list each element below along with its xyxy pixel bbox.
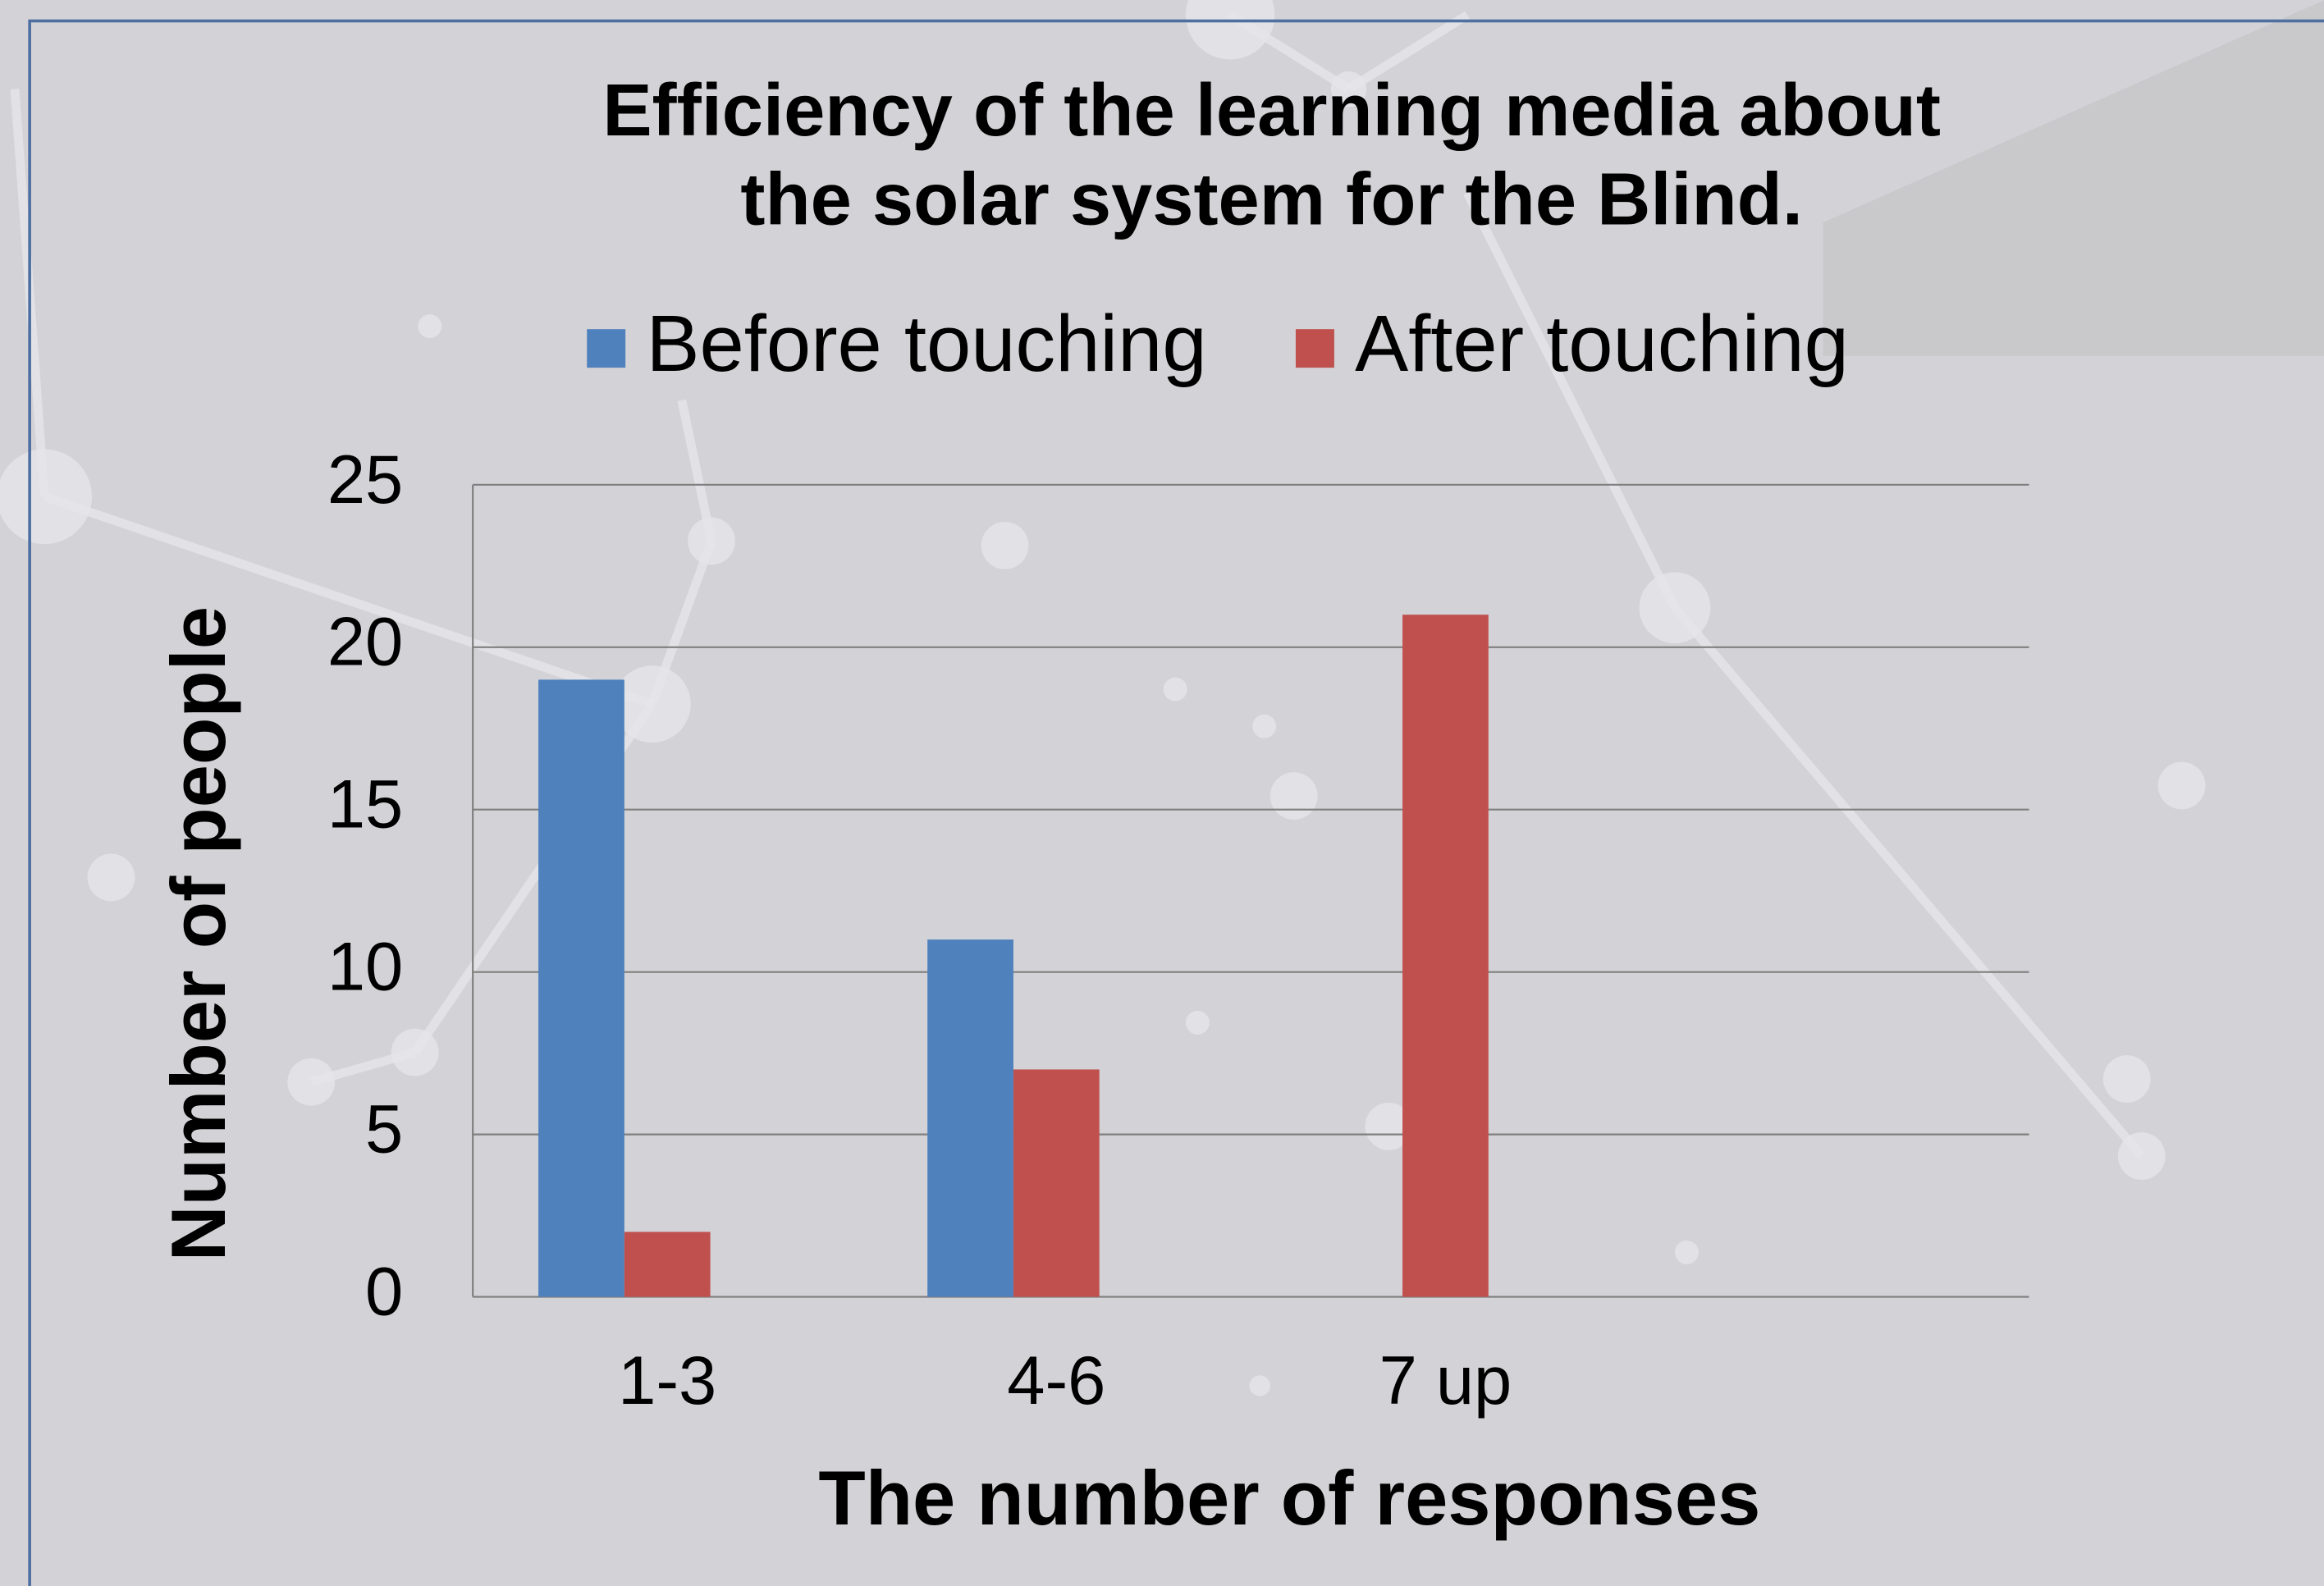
- legend-label: Before touching: [646, 299, 1206, 388]
- y-tick-label: 15: [327, 766, 403, 843]
- x-tick-label: 7 up: [1379, 1342, 1512, 1419]
- bar: [1013, 1069, 1100, 1297]
- legend-swatch: [1295, 329, 1334, 368]
- bar: [927, 939, 1013, 1297]
- bar: [624, 1232, 711, 1297]
- y-tick-label: 10: [327, 929, 403, 1005]
- background-decoration: [0, 0, 2324, 1396]
- y-tick-label: 20: [327, 604, 403, 680]
- bar: [1402, 615, 1489, 1297]
- chart-title: Efficiency of the learning media about: [602, 69, 1941, 152]
- x-tick-label: 1-3: [618, 1342, 716, 1419]
- y-tick-label: 5: [365, 1091, 403, 1168]
- bar: [538, 679, 624, 1297]
- chart-title: the solar system for the Blind.: [740, 158, 1803, 240]
- legend-swatch: [587, 329, 626, 368]
- y-tick-label: 0: [365, 1254, 403, 1330]
- frame: [28, 19, 2324, 1586]
- y-tick-label: 25: [327, 441, 403, 518]
- x-axis-label: The number of responses: [818, 1455, 1760, 1541]
- x-tick-label: 4-6: [1007, 1342, 1105, 1419]
- y-axis-label: Number of people: [155, 606, 241, 1261]
- legend-label: After touching: [1355, 299, 1849, 388]
